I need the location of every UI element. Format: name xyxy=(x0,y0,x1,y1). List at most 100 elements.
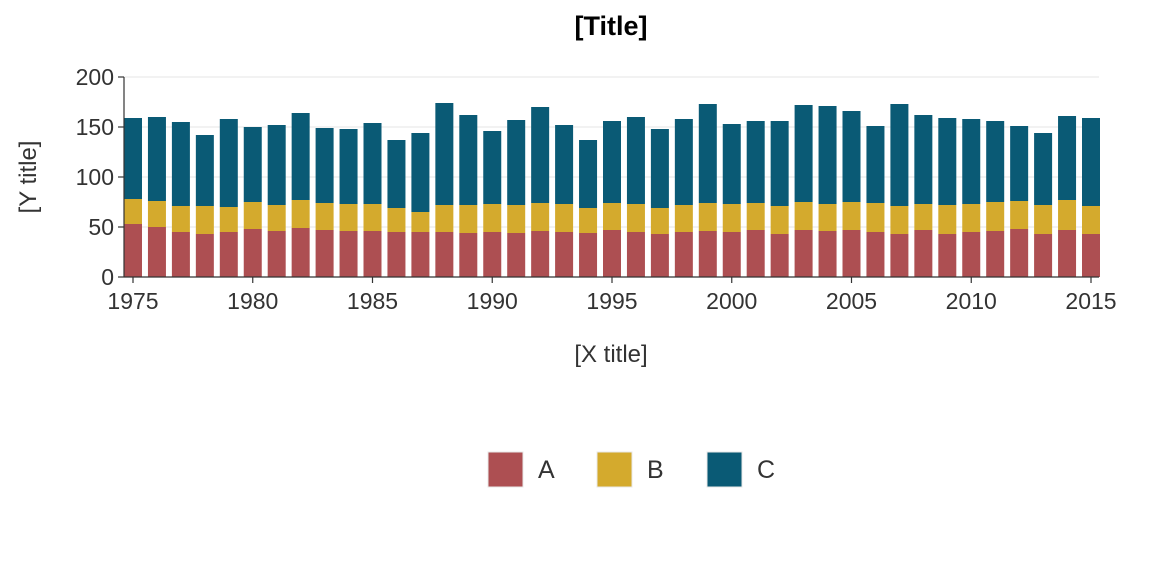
bar-b-2012 xyxy=(1010,201,1029,229)
bar-b-2008 xyxy=(914,204,933,230)
bar-a-1993 xyxy=(555,232,574,277)
bar-c-1980 xyxy=(243,127,262,202)
x-tick-label: 2010 xyxy=(946,288,997,314)
bar-c-1995 xyxy=(603,121,621,203)
y-axis-title: [Y title] xyxy=(15,141,42,214)
bar-a-2015 xyxy=(1082,234,1100,277)
bar-b-1993 xyxy=(555,204,574,232)
bar-b-2009 xyxy=(938,205,957,234)
bar-c-1998 xyxy=(674,119,693,205)
y-tick-label: 150 xyxy=(76,114,114,140)
bar-c-1988 xyxy=(435,103,454,205)
bar-c-2000 xyxy=(722,124,741,204)
bar-b-1984 xyxy=(339,204,358,231)
bar-c-1993 xyxy=(555,125,574,204)
bar-c-1997 xyxy=(650,129,669,208)
bar-b-1988 xyxy=(435,205,454,232)
bar-a-1998 xyxy=(674,232,693,277)
bar-b-1995 xyxy=(603,203,621,230)
bar-c-1979 xyxy=(219,119,238,207)
bar-a-1999 xyxy=(698,231,717,277)
legend-label-b: B xyxy=(647,456,664,484)
bar-b-1981 xyxy=(267,205,286,231)
bar-b-1996 xyxy=(626,204,645,232)
bar-a-1979 xyxy=(219,232,238,277)
bar-b-2005 xyxy=(842,202,861,230)
bar-a-2001 xyxy=(746,230,765,277)
bar-a-2010 xyxy=(962,232,981,277)
bar-c-1991 xyxy=(507,120,526,205)
bar-a-1992 xyxy=(531,231,550,277)
x-tick-label: 1975 xyxy=(107,288,158,314)
bar-c-1986 xyxy=(387,140,406,208)
bar-b-2014 xyxy=(1058,200,1077,230)
bar-b-2011 xyxy=(986,202,1005,231)
bar-c-2010 xyxy=(962,119,981,204)
bar-b-1997 xyxy=(650,208,669,234)
bar-b-2002 xyxy=(770,206,789,234)
bar-a-2004 xyxy=(818,231,837,277)
bar-b-1975 xyxy=(124,199,142,224)
bar-a-1983 xyxy=(315,230,334,277)
bar-c-1994 xyxy=(579,140,598,208)
legend-label-a: A xyxy=(538,456,555,484)
bar-a-1989 xyxy=(459,233,478,277)
bar-a-2002 xyxy=(770,234,789,277)
bar-c-1992 xyxy=(531,107,550,203)
y-tick-label: 100 xyxy=(76,164,114,190)
bar-c-1996 xyxy=(626,117,645,204)
bar-a-2009 xyxy=(938,234,957,277)
bar-b-2000 xyxy=(722,204,741,232)
legend-swatch-a xyxy=(487,451,524,488)
bar-c-2008 xyxy=(914,115,933,204)
bar-a-1981 xyxy=(267,231,286,277)
x-tick-label: 2000 xyxy=(706,288,757,314)
bar-a-2011 xyxy=(986,231,1005,277)
bar-b-1989 xyxy=(459,205,478,233)
bar-c-1977 xyxy=(171,122,190,206)
bar-a-1984 xyxy=(339,231,358,277)
bar-a-1980 xyxy=(243,229,262,277)
bar-a-2000 xyxy=(722,232,741,277)
bar-a-1976 xyxy=(147,227,166,277)
bar-a-2014 xyxy=(1058,230,1077,277)
bar-a-1996 xyxy=(626,232,645,277)
bar-a-1977 xyxy=(171,232,190,277)
bar-a-2005 xyxy=(842,230,861,277)
bar-c-1999 xyxy=(698,104,717,203)
bar-b-1990 xyxy=(483,204,502,232)
bar-c-2002 xyxy=(770,121,789,206)
bar-c-1983 xyxy=(315,128,334,203)
bar-c-2014 xyxy=(1058,116,1077,200)
bars xyxy=(124,103,1100,277)
chart-title: [Title] xyxy=(575,11,648,41)
bar-c-2005 xyxy=(842,111,861,202)
bar-b-1978 xyxy=(195,206,214,234)
bar-a-1982 xyxy=(291,228,310,277)
bar-a-2003 xyxy=(794,230,813,277)
bar-b-2001 xyxy=(746,203,765,230)
bar-c-2003 xyxy=(794,105,813,202)
bar-b-1983 xyxy=(315,203,334,230)
bar-a-1985 xyxy=(363,231,382,277)
bar-a-1988 xyxy=(435,232,454,277)
axes: 0 50 100 150 200 1975 1980 1985 1990 1995 2000 2005… xyxy=(76,64,1117,314)
bar-b-2007 xyxy=(890,206,909,234)
x-axis-title: [X title] xyxy=(574,341,647,368)
bar-b-1986 xyxy=(387,208,406,232)
bar-a-1987 xyxy=(411,232,430,277)
bar-c-2015 xyxy=(1082,118,1100,206)
y-tick-label: 200 xyxy=(76,64,114,90)
bar-c-2011 xyxy=(986,121,1005,202)
bar-b-2010 xyxy=(962,204,981,232)
bar-b-1994 xyxy=(579,208,598,233)
bar-c-2013 xyxy=(1034,133,1053,205)
bar-c-2007 xyxy=(890,104,909,206)
legend-label-c: C xyxy=(757,456,775,484)
bar-b-2003 xyxy=(794,202,813,230)
x-tick-label: 2005 xyxy=(826,288,877,314)
bar-c-2009 xyxy=(938,118,957,205)
bar-a-2013 xyxy=(1034,234,1053,277)
